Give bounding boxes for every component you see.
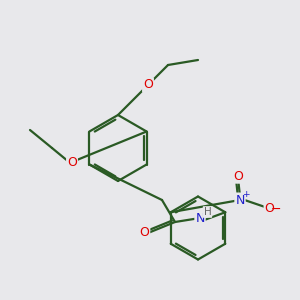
- Text: N: N: [235, 194, 245, 206]
- Text: N: N: [195, 212, 205, 224]
- Text: O: O: [143, 79, 153, 92]
- Text: O: O: [234, 170, 244, 183]
- Text: O: O: [67, 155, 77, 169]
- Text: H: H: [204, 207, 212, 217]
- Text: O: O: [265, 202, 275, 214]
- Text: +: +: [242, 190, 249, 199]
- Text: −: −: [271, 203, 282, 216]
- Text: O: O: [140, 226, 149, 239]
